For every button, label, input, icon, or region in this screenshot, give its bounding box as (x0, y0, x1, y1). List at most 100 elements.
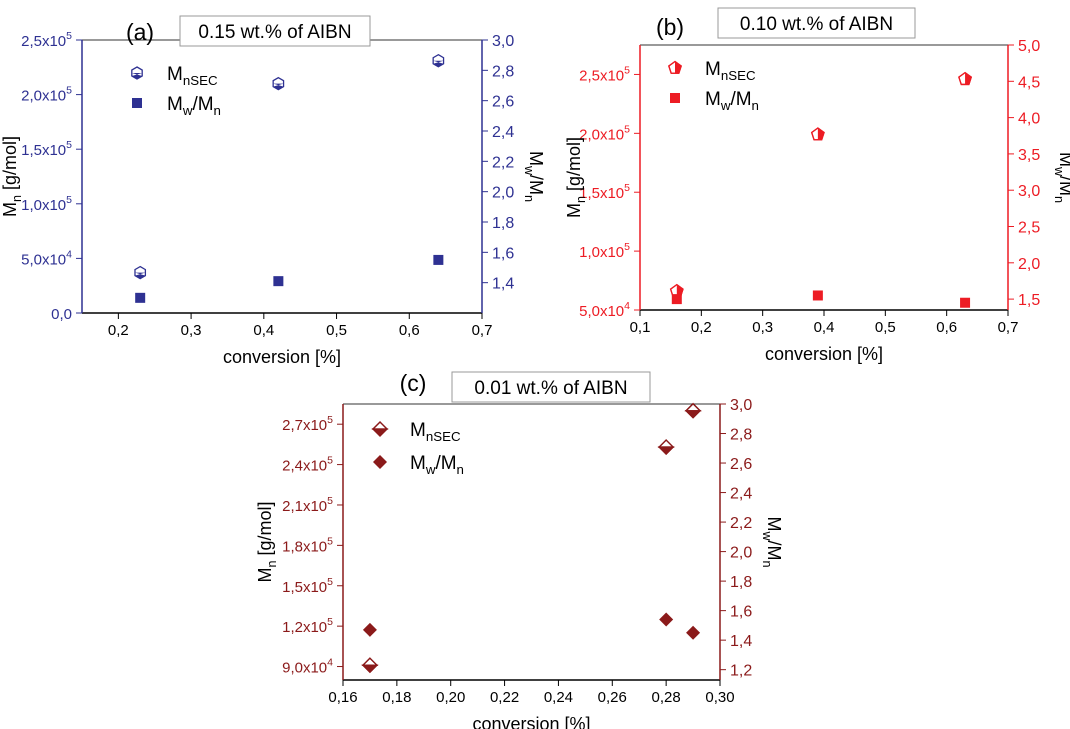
legend-label: Mw/Mn (410, 453, 464, 477)
y-tick-label: 2,4x105 (282, 455, 333, 475)
panel-label: (c) (400, 370, 427, 396)
chart-title: 0.10 wt.% of AIBN (740, 14, 893, 35)
data-point (686, 625, 701, 640)
data-point (659, 612, 674, 627)
data-point (684, 402, 702, 419)
data-point (433, 254, 444, 265)
y-tick-label: 2,5x105 (579, 64, 630, 84)
y2-tick-label: 1,2 (730, 663, 752, 680)
chart-title: 0.01 wt.% of AIBN (474, 378, 627, 399)
y-tick-label: 2,5x105 (21, 30, 72, 50)
legend-marker (371, 421, 389, 437)
legend-marker (670, 93, 680, 103)
y2-tick-label: 4,5 (1018, 74, 1040, 91)
x-tick-label: 0,2 (108, 322, 129, 339)
data-point (432, 53, 445, 68)
data-point (272, 76, 285, 91)
y2-tick-label: 1,5 (1018, 292, 1040, 309)
panel-label: (b) (656, 14, 684, 40)
chart-title: 0.15 wt.% of AIBN (198, 22, 351, 43)
chart-panel-b: 0,1 0,2 0,3 0,4 0,5 0,6 0,7 5,0x104 1,0x105 1,5x1… (564, 7, 1070, 364)
title-box (451, 371, 651, 403)
y-tick-label: 5,0x104 (21, 248, 72, 268)
data-point (810, 127, 825, 141)
title-box (179, 15, 371, 47)
y-tick-label: 2,7x105 (282, 414, 333, 434)
x-tick-label: 0,5 (875, 319, 896, 336)
y2-tick-label: 2,0 (1018, 256, 1040, 273)
y-axis-label: Mn [g/mol] (564, 137, 588, 218)
data-point (657, 439, 675, 456)
y2-tick-label: 2,5 (1018, 220, 1040, 237)
y2-tick-label: 4,0 (1018, 111, 1040, 128)
y-tick-label: 2,1x105 (282, 495, 333, 515)
legend-marker (132, 98, 142, 108)
x-tick-label: 0,6 (399, 322, 420, 339)
y-tick-label: 1,0x105 (579, 241, 630, 261)
y-tick-label: 1,5x105 (21, 139, 72, 159)
y-axis-label: Mn [g/mol] (0, 136, 24, 217)
x-tick-label: 0,24 (544, 689, 573, 706)
legend-label: Mw/Mn (167, 94, 221, 118)
data-point (671, 294, 682, 305)
x-axis-label: conversion [%] (223, 347, 341, 367)
legend-marker (373, 455, 387, 469)
y2-tick-label: 2,0 (492, 185, 514, 202)
data-point (960, 297, 971, 308)
x-tick-label: 0,26 (598, 689, 627, 706)
x-tick-label: 0,16 (328, 689, 357, 706)
data-point (362, 622, 377, 637)
y-tick-label: 1,8x105 (282, 535, 333, 555)
y2-axis-label: Mw/Mn (1052, 152, 1070, 203)
chart-panel-c: 0,16 0,18 0,20 0,22 0,24 0,26 0,28 0,30 9,0x104 1… (255, 370, 784, 729)
y2-axis-label: Mw/Mn (522, 151, 546, 202)
y-axis-label: Mn [g/mol] (255, 501, 279, 582)
y2-tick-label: 1,6 (492, 245, 514, 262)
y2-tick-label: 1,8 (730, 574, 752, 591)
y2-tick-label: 2,2 (730, 515, 752, 532)
x-tick-label: 0,5 (326, 322, 347, 339)
x-tick-label: 0,4 (253, 322, 274, 339)
y2-tick-label: 2,4 (492, 124, 514, 141)
x-tick-label: 0,20 (436, 689, 465, 706)
y2-tick-label: 2,6 (492, 94, 514, 111)
y2-tick-label: 2,4 (730, 486, 752, 503)
y-tick-label: 2,0x105 (21, 85, 72, 105)
x-axis-label: conversion [%] (472, 714, 590, 729)
title-box (717, 7, 916, 39)
data-point (134, 265, 147, 280)
y-tick-label: 1,2x105 (282, 616, 333, 636)
data-point (812, 290, 823, 301)
x-tick-label: 0,3 (181, 322, 202, 339)
y2-tick-label: 3,5 (1018, 147, 1040, 164)
y2-tick-label: 3,0 (730, 397, 752, 414)
legend-marker (668, 60, 682, 74)
y2-tick-label: 2,8 (730, 427, 752, 444)
data-point (273, 276, 284, 287)
data-point (135, 292, 146, 303)
x-tick-label: 0,18 (382, 689, 411, 706)
y2-tick-label: 1,4 (492, 276, 514, 293)
legend-label: MnSEC (167, 64, 218, 88)
panel-label: (a) (126, 19, 154, 45)
y2-tick-label: 3,0 (1018, 183, 1040, 200)
x-axis-label: conversion [%] (765, 344, 883, 364)
y-tick-label: 2,0x105 (579, 123, 630, 143)
data-point (361, 657, 379, 674)
x-tick-label: 0,7 (472, 322, 493, 339)
x-tick-label: 0,1 (630, 319, 651, 336)
data-point (958, 71, 973, 86)
y-tick-label: 5,0x104 (579, 300, 630, 320)
y2-tick-label: 2,6 (730, 456, 752, 473)
x-tick-label: 0,22 (490, 689, 519, 706)
x-tick-label: 0,28 (652, 689, 681, 706)
x-tick-label: 0,30 (705, 689, 734, 706)
legend-label: MnSEC (410, 420, 461, 444)
y-tick-label: 1,5x105 (579, 182, 630, 202)
y2-tick-label: 3,0 (492, 33, 514, 50)
x-tick-label: 0,7 (998, 319, 1019, 336)
y-tick-label: 1,5x105 (282, 576, 333, 596)
y-tick-label: 0,0 (51, 306, 72, 323)
y2-tick-label: 1,6 (730, 604, 752, 621)
x-tick-label: 0,3 (752, 319, 773, 336)
